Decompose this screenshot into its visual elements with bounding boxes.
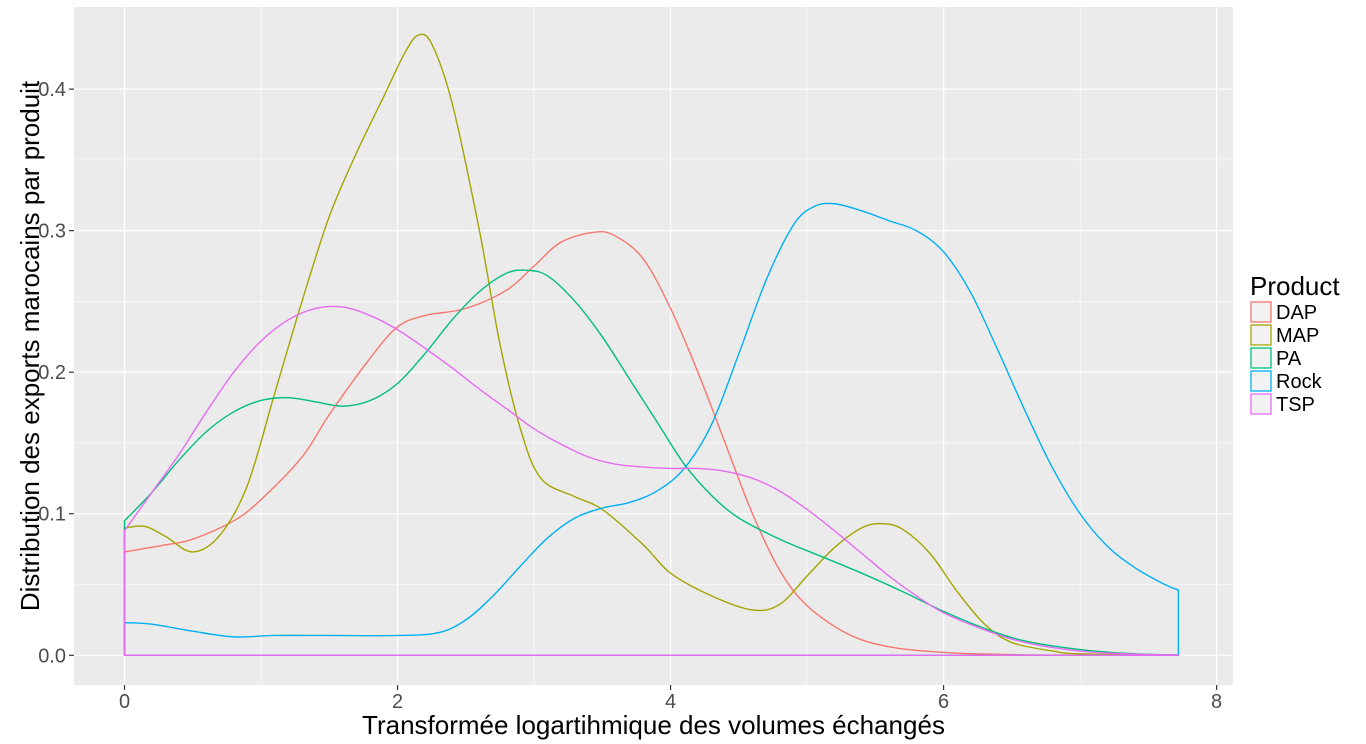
density-line-tsp	[123, 305, 1180, 656]
legend-item-map: MAP	[1250, 324, 1319, 347]
y-tick-label: 0.1	[38, 504, 66, 526]
legend-title: Product	[1250, 271, 1340, 301]
legend-label: MAP	[1276, 325, 1319, 347]
legend-item-tsp: TSP	[1250, 393, 1315, 416]
legend-label: DAP	[1276, 302, 1317, 324]
density-series	[123, 33, 1180, 656]
x-tick-label: 4	[665, 691, 676, 713]
legend-item-dap: DAP	[1250, 301, 1317, 324]
legend-key	[1250, 393, 1272, 415]
legend-label: PA	[1276, 348, 1302, 370]
density-line-rock	[123, 202, 1180, 656]
y-axis: 0.0 0.1 0.2 0.3 0.4	[38, 79, 74, 667]
y-tick-label: 0.0	[38, 645, 66, 667]
x-axis: 0 2 4 6 8	[119, 685, 1222, 713]
x-tick-label: 0	[119, 691, 130, 713]
x-axis-title: Transformée logartihmique des volumes éc…	[362, 710, 945, 740]
plot-panel	[74, 7, 1233, 685]
x-tick-label: 2	[392, 691, 403, 713]
legend-key	[1250, 301, 1272, 323]
legend-label: Rock	[1276, 371, 1323, 393]
legend-label: TSP	[1276, 394, 1315, 416]
y-tick-label: 0.4	[38, 79, 66, 101]
legend-item-rock: Rock	[1250, 370, 1323, 393]
y-axis-title: Distribution des exports marocains par p…	[15, 80, 45, 611]
density-line-dap	[123, 230, 1180, 656]
density-line-map	[123, 33, 1180, 656]
x-tick-label: 8	[1211, 691, 1222, 713]
legend-key	[1250, 324, 1272, 346]
y-tick-label: 0.3	[38, 221, 66, 243]
y-tick-label: 0.2	[38, 362, 66, 384]
x-tick-label: 6	[938, 691, 949, 713]
legend-key	[1250, 347, 1272, 369]
legend-key	[1250, 370, 1272, 392]
legend-item-pa: PA	[1250, 347, 1302, 370]
